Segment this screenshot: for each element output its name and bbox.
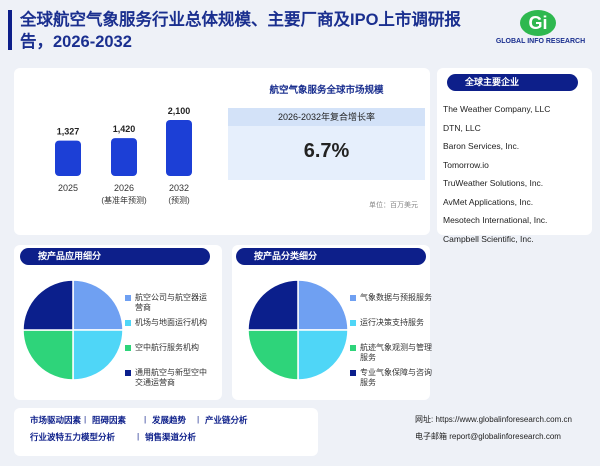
footer-link: 阻碍因素 [92, 415, 127, 425]
pie-slice [247, 279, 299, 331]
value-label: 2,100 [168, 106, 191, 116]
company: TruWeather Solutions, Inc. [443, 178, 544, 188]
category-label: 2032 [169, 183, 189, 193]
legend-swatch [350, 320, 356, 326]
legend-swatch [350, 295, 356, 301]
legend-label: 通用航空与新型空中交通运营商 [135, 368, 207, 387]
unit: 单位：百万美元 [369, 202, 418, 209]
separator: | [144, 414, 147, 424]
email: 电子邮箱 report@globalinforesearch.com [415, 432, 561, 441]
pie-slice [247, 329, 299, 381]
website: 网址: https://www.globalinforesearch.com.c… [415, 415, 572, 424]
footer-link: 销售渠道分析 [145, 432, 197, 442]
logo-text: GLOBAL INFO RESEARCH [495, 38, 586, 45]
value-label: 1,327 [57, 127, 80, 137]
footer-link: 市场驱动因素 [30, 415, 82, 425]
legend-label: 机场与地面运行机构 [135, 318, 207, 327]
category-note: (基准年预测) [101, 195, 147, 205]
cagr-value: 6.7% [303, 140, 350, 162]
legend-label: 航空公司与航空器运营商 [135, 293, 207, 312]
company: DTN, LLC [443, 122, 481, 133]
separator: | [84, 414, 87, 424]
pie-slice [22, 279, 74, 331]
legend-label: 空中航行服务机构 [135, 343, 199, 352]
footer-link: 发展趋势 [152, 415, 187, 425]
title-bar [8, 10, 12, 50]
pie-slice [72, 279, 124, 331]
legend-swatch [125, 320, 131, 326]
legend-label: 专业气象保障与咨询服务 [360, 368, 432, 387]
category-label: 2026 [114, 183, 134, 193]
pie-slice [297, 279, 349, 331]
legend-swatch [125, 345, 131, 351]
company: Tomorrow.io [443, 159, 489, 170]
legend-swatch [350, 370, 356, 376]
legend-swatch [125, 370, 131, 376]
company: AvMet Applications, Inc. [443, 196, 534, 207]
legend-label: 运行决策支持服务 [360, 318, 424, 327]
companies-panel [437, 68, 592, 235]
separator: | [197, 414, 200, 424]
title: 全球航空气象服务行业总体规模、主要厂商及IPO上市调研报告，2026-2032 [20, 11, 461, 51]
footer-panel [14, 408, 318, 456]
legend-swatch [125, 295, 131, 301]
bar [166, 120, 192, 176]
logo-icon: Gi [520, 10, 556, 36]
legend-swatch [350, 345, 356, 351]
company: Mesotech International, Inc. [443, 215, 548, 225]
market-title: 航空气象服务全球市场规模 [269, 85, 384, 96]
company: The Weather Company, LLC [443, 104, 551, 114]
category-note: (预测) [168, 195, 190, 205]
bar [55, 140, 81, 176]
footer-link: 产业链分析 [205, 415, 248, 425]
pie-title: 按产品应用细分 [20, 248, 210, 265]
cagr-label: 2026-2032年复合增长率 [228, 108, 425, 126]
pie-slice [22, 329, 74, 381]
category-label: 2025 [58, 183, 78, 193]
pie-slice [297, 329, 349, 381]
companies-title: 全球主要企业 [447, 74, 578, 91]
company: Campbell Scientific, Inc. [443, 233, 534, 244]
legend-label: 航迹气象观测与管理服务 [360, 343, 432, 362]
separator: | [137, 431, 140, 441]
value-label: 1,420 [113, 124, 136, 134]
footer-link: 行业波特五力模型分析 [30, 432, 116, 442]
legend-label: 气象数据与预报服务 [360, 293, 432, 302]
pie-title: 按产品分类细分 [236, 248, 426, 265]
company: Baron Services, Inc. [443, 141, 520, 151]
pie-slice [72, 329, 124, 381]
bar [111, 138, 137, 176]
